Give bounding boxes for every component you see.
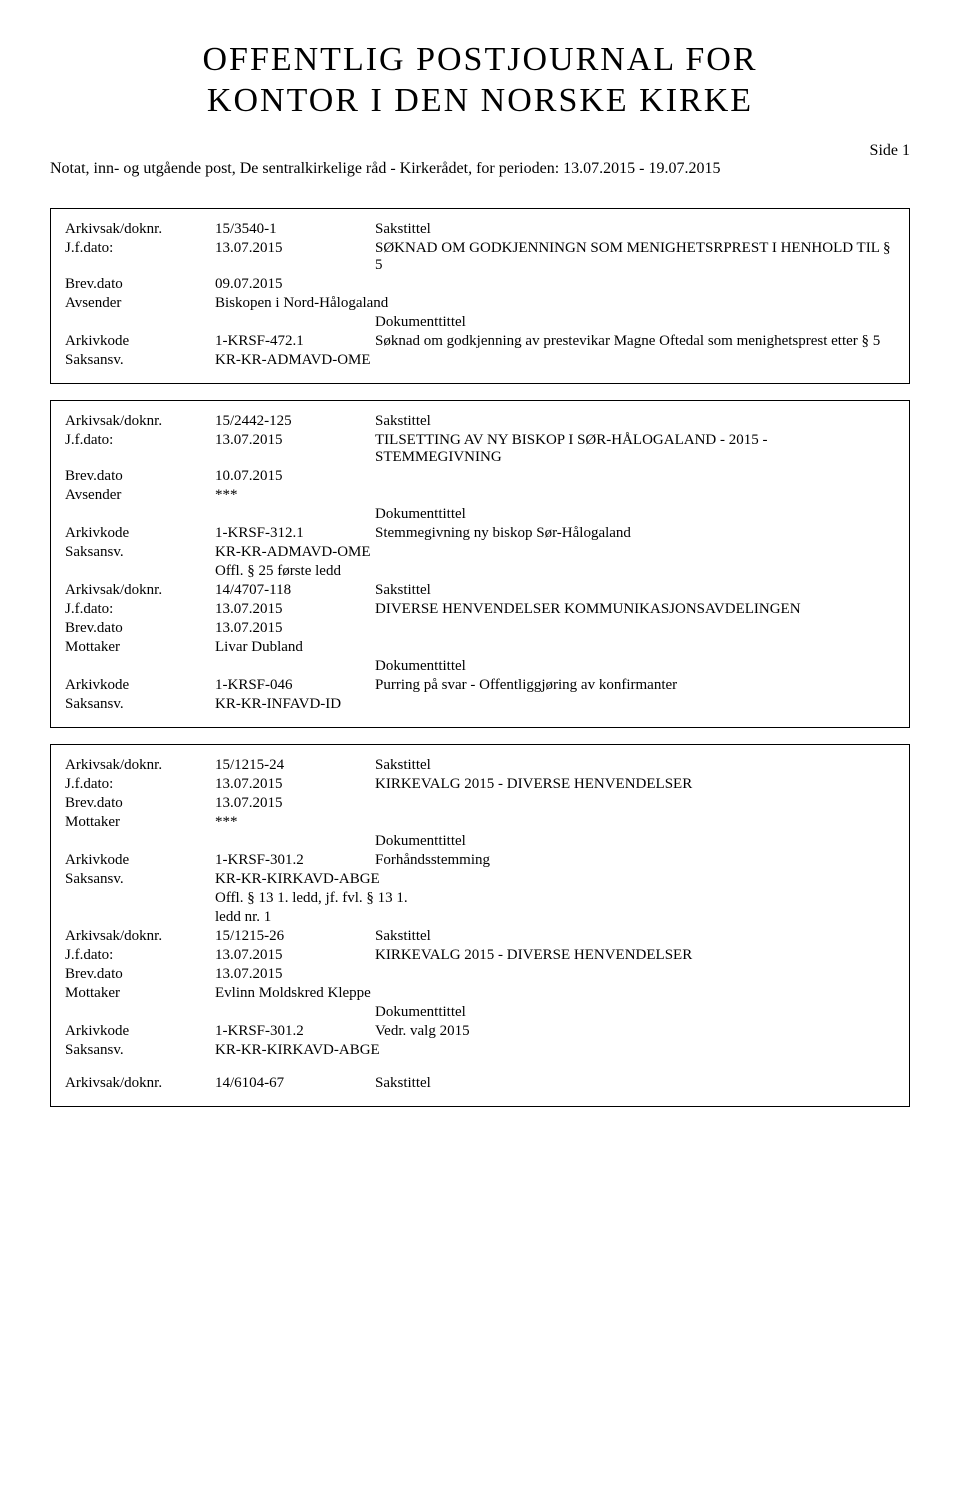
value-arkivkode: 1-KRSF-472.1 [215, 333, 375, 350]
label-jfdato: J.f.dato: [65, 240, 215, 274]
label-arkivkode: Arkivkode [65, 525, 215, 542]
label-mottaker: Mottaker [65, 814, 215, 831]
label-jfdato: J.f.dato: [65, 947, 215, 964]
label-arkivkode: Arkivkode [65, 333, 215, 350]
value-sakstittel: TILSETTING AV NY BISKOP I SØR-HÅLOGALAND… [375, 432, 895, 466]
value-mottaker: Livar Dubland [215, 639, 375, 656]
label-brevdato: Brev.dato [65, 468, 215, 485]
value-saksansv: KR-KR-ADMAVD-OME [215, 352, 895, 369]
value-dokumenttittel: Søknad om godkjenning av prestevikar Mag… [375, 333, 895, 350]
label-brevdato: Brev.dato [65, 795, 215, 812]
label-mottaker: Mottaker [65, 639, 215, 656]
value-sakstittel: DIVERSE HENVENDELSER KOMMUNIKASJONSAVDEL… [375, 601, 895, 618]
value-saksansv: KR-KR-ADMAVD-OME [215, 544, 371, 561]
label-arkivsak: Arkivsak/doknr. [65, 928, 215, 945]
period-text: Notat, inn- og utgående post, De sentral… [50, 160, 910, 178]
label-arkivsak: Arkivsak/doknr. [65, 413, 215, 430]
label-jfdato: J.f.dato: [65, 432, 215, 466]
value-dokumenttittel: Purring på svar - Offentliggjøring av ko… [375, 677, 895, 694]
value-brevdato: 13.07.2015 [215, 795, 375, 812]
label-arkivsak: Arkivsak/doknr. [65, 221, 215, 238]
value-jfdato: 13.07.2015 [215, 776, 375, 793]
label-avsender: Avsender [65, 295, 215, 312]
label-arkivsak: Arkivsak/doknr. [65, 757, 215, 774]
label-brevdato: Brev.dato [65, 620, 215, 637]
value-jfdato: 13.07.2015 [215, 947, 375, 964]
label-sakstittel: Sakstittel [375, 757, 895, 774]
label-dokumenttittel: Dokumenttittel [375, 1004, 895, 1021]
label-dokumenttittel: Dokumenttittel [375, 658, 895, 675]
value-offl: ledd nr. 1 [215, 909, 271, 926]
label-jfdato: J.f.dato: [65, 776, 215, 793]
label-jfdato: J.f.dato: [65, 601, 215, 618]
record-box-2: Arkivsak/doknr. 15/2442-125 Sakstittel J… [50, 400, 910, 728]
label-arkivkode: Arkivkode [65, 1023, 215, 1040]
value-offl: Offl. § 13 1. ledd, jf. fvl. § 13 1. [215, 890, 408, 907]
value-sakstittel: SØKNAD OM GODKJENNINGN SOM MENIGHETSRPRE… [375, 240, 895, 274]
label-avsender: Avsender [65, 487, 215, 504]
label-arkivsak: Arkivsak/doknr. [65, 1075, 215, 1092]
value-jfdato: 13.07.2015 [215, 601, 375, 618]
value-brevdato: 10.07.2015 [215, 468, 375, 485]
document-subtitle: Side 1 Notat, inn- og utgående post, De … [50, 142, 910, 178]
value-arkivsak: 14/6104-67 [215, 1075, 375, 1092]
label-sakstittel: Sakstittel [375, 221, 895, 238]
label-saksansv: Saksansv. [65, 352, 215, 369]
page-number: Side 1 [50, 142, 910, 160]
value-arkivsak: 15/1215-26 [215, 928, 375, 945]
label-saksansv: Saksansv. [65, 696, 215, 713]
label-saksansv: Saksansv. [65, 544, 215, 561]
label-sakstittel: Sakstittel [375, 582, 895, 599]
value-dokumenttittel: Forhåndsstemming [375, 852, 895, 869]
label-brevdato: Brev.dato [65, 276, 215, 293]
label-arkivsak: Arkivsak/doknr. [65, 582, 215, 599]
value-jfdato: 13.07.2015 [215, 432, 375, 466]
label-dokumenttittel: Dokumenttittel [375, 506, 895, 523]
label-arkivkode: Arkivkode [65, 677, 215, 694]
value-jfdato: 13.07.2015 [215, 240, 375, 274]
value-arkivkode: 1-KRSF-301.2 [215, 852, 375, 869]
value-saksansv: KR-KR-KIRKAVD-ABGE [215, 871, 380, 888]
record-box-3: Arkivsak/doknr. 15/1215-24 Sakstittel J.… [50, 744, 910, 1107]
label-sakstittel: Sakstittel [375, 413, 895, 430]
title-line-2: KONTOR I DEN NORSKE KIRKE [50, 81, 910, 122]
label-saksansv: Saksansv. [65, 1042, 215, 1059]
label-mottaker: Mottaker [65, 985, 215, 1002]
label-arkivkode: Arkivkode [65, 852, 215, 869]
value-arkivsak: 15/2442-125 [215, 413, 375, 430]
value-mottaker: Evlinn Moldskred Kleppe [215, 985, 371, 1002]
value-dokumenttittel: Vedr. valg 2015 [375, 1023, 895, 1040]
label-saksansv: Saksansv. [65, 871, 215, 888]
value-dokumenttittel: Stemmegivning ny biskop Sør-Hålogaland [375, 525, 895, 542]
value-saksansv: KR-KR-KIRKAVD-ABGE [215, 1042, 380, 1059]
value-brevdato: 13.07.2015 [215, 620, 375, 637]
value-mottaker: *** [215, 814, 375, 831]
value-brevdato: 09.07.2015 [215, 276, 375, 293]
value-arkivsak: 14/4707-118 [215, 582, 375, 599]
record-box-1: Arkivsak/doknr. 15/3540-1 Sakstittel J.f… [50, 208, 910, 384]
value-saksansv: KR-KR-INFAVD-ID [215, 696, 341, 713]
label-dokumenttittel: Dokumenttittel [375, 314, 895, 331]
value-brevdato: 13.07.2015 [215, 966, 375, 983]
value-avsender: *** [215, 487, 375, 504]
value-sakstittel: KIRKEVALG 2015 - DIVERSE HENVENDELSER [375, 776, 895, 793]
value-sakstittel: KIRKEVALG 2015 - DIVERSE HENVENDELSER [375, 947, 895, 964]
label-sakstittel: Sakstittel [375, 1075, 895, 1092]
document-title: OFFENTLIG POSTJOURNAL FOR KONTOR I DEN N… [50, 40, 910, 122]
title-line-1: OFFENTLIG POSTJOURNAL FOR [50, 40, 910, 81]
value-offl: Offl. § 25 første ledd [215, 563, 341, 580]
label-sakstittel: Sakstittel [375, 928, 895, 945]
value-arkivkode: 1-KRSF-046 [215, 677, 375, 694]
value-arkivkode: 1-KRSF-301.2 [215, 1023, 375, 1040]
label-dokumenttittel: Dokumenttittel [375, 833, 895, 850]
label-brevdato: Brev.dato [65, 966, 215, 983]
value-arkivkode: 1-KRSF-312.1 [215, 525, 375, 542]
value-arkivsak: 15/1215-24 [215, 757, 375, 774]
value-avsender: Biskopen i Nord-Hålogaland [215, 295, 895, 312]
value-arkivsak: 15/3540-1 [215, 221, 375, 238]
